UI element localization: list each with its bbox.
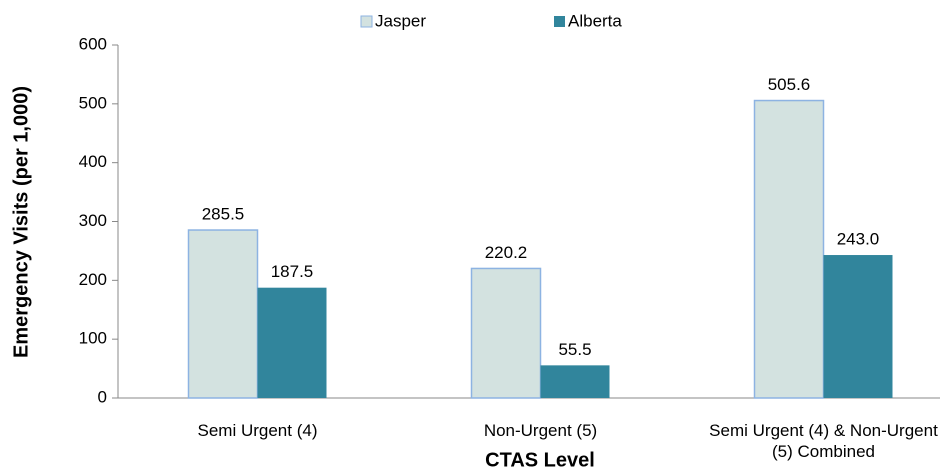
data-label: 243.0 — [837, 230, 880, 249]
data-label: 505.6 — [768, 75, 811, 94]
y-tick-label: 100 — [79, 329, 107, 348]
y-tick-label: 0 — [98, 387, 107, 406]
bar — [753, 99, 825, 399]
x-tick-label: Non-Urgent (5) — [483, 421, 598, 440]
bar — [187, 229, 259, 399]
bar — [823, 255, 893, 398]
bar — [257, 287, 327, 398]
y-tick-label: 500 — [79, 93, 107, 112]
legend-swatch — [360, 15, 373, 28]
data-label: 220.2 — [485, 243, 528, 262]
data-label: 187.5 — [271, 262, 314, 281]
legend-swatch — [554, 16, 565, 27]
bar — [470, 267, 542, 399]
bar — [540, 365, 610, 398]
x-tick-label: Semi Urgent (4) & Non-Urgent (5) Combine… — [709, 421, 938, 461]
y-tick-label: 300 — [79, 211, 107, 230]
data-label: 285.5 — [202, 205, 245, 224]
y-tick-label: 200 — [79, 270, 107, 289]
x-tick-label: Semi Urgent (4) — [197, 421, 318, 440]
data-label: 55.5 — [558, 340, 591, 359]
y-tick-label: 400 — [79, 152, 107, 171]
legend-label: Alberta — [568, 11, 622, 30]
legend-label: Jasper — [375, 11, 426, 30]
y-tick-label: 600 — [79, 34, 107, 53]
x-axis-title: CTAS Level — [485, 449, 595, 471]
y-axis-title: Emergency Visits (per 1,000) — [10, 86, 32, 358]
